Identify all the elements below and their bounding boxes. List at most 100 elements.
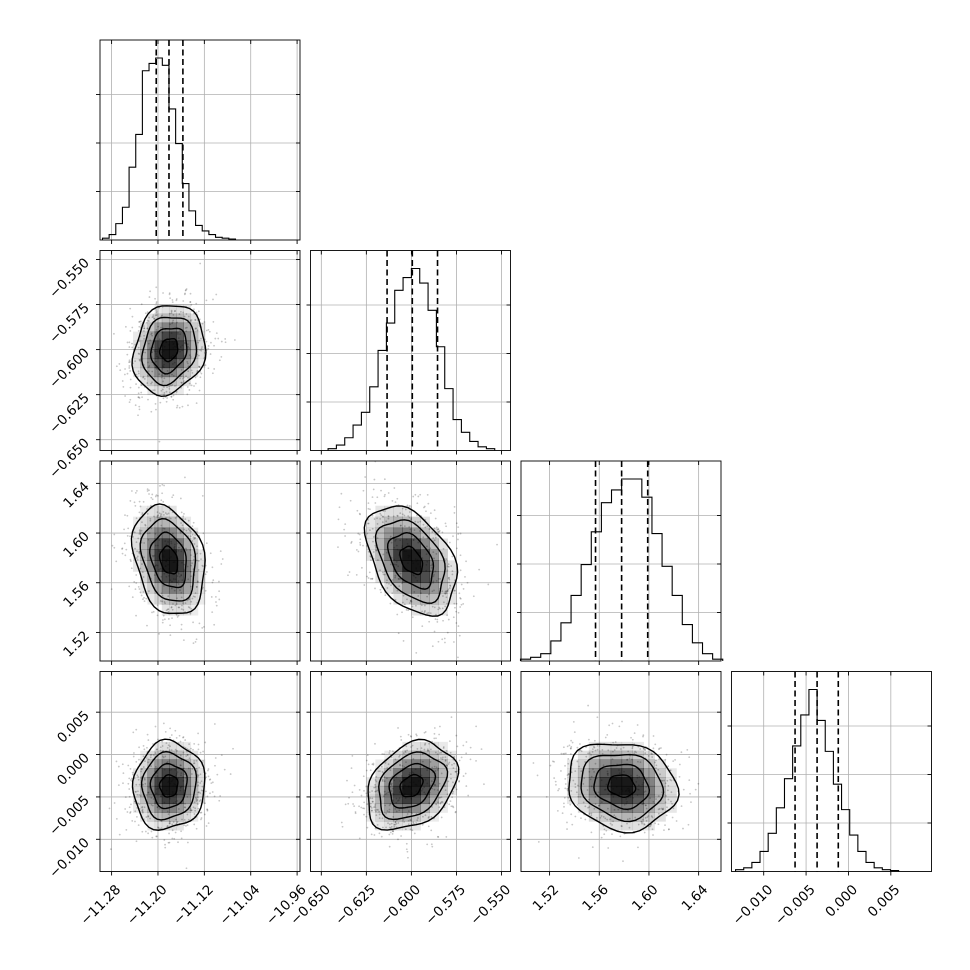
scatter-point: [189, 354, 191, 357]
scatter-point: [412, 495, 415, 498]
scatter-point: [410, 599, 412, 602]
scatter-point: [647, 755, 650, 757]
scatter-point: [413, 832, 416, 835]
scatter-point: [138, 803, 141, 806]
scatter-point: [151, 370, 154, 373]
scatter-point: [137, 414, 139, 417]
scatter-point: [403, 603, 406, 606]
scatter-point: [458, 759, 461, 762]
scatter-point: [154, 314, 157, 317]
density-cell: [161, 821, 170, 831]
density-cell: [147, 505, 156, 518]
scatter-point: [135, 383, 137, 385]
scatter-point: [426, 493, 429, 496]
scatter-point: [390, 756, 393, 759]
scatter-point: [379, 512, 382, 515]
scatter-point: [645, 807, 648, 810]
density-cell: [183, 768, 192, 778]
scatter-point: [429, 512, 432, 515]
scatter-point: [232, 747, 234, 750]
scatter-point: [151, 316, 154, 319]
scatter-point: [588, 798, 590, 801]
scatter-point: [430, 815, 433, 818]
scatter-point: [665, 814, 668, 817]
contour-level-2: [374, 519, 446, 604]
scatter-point: [131, 326, 134, 329]
scatter-point: [171, 532, 174, 535]
density-cell: [168, 750, 177, 760]
scatter-point: [154, 495, 157, 498]
density-cell: [168, 549, 177, 561]
scatter-point: [348, 796, 350, 799]
scatter-point: [446, 764, 448, 767]
scatter-point: [401, 582, 403, 585]
density-cell: [411, 516, 421, 529]
density-cell: [411, 812, 421, 822]
scatter-point: [394, 576, 397, 579]
scatter-point: [208, 778, 211, 781]
scatter-point: [113, 332, 115, 335]
density-cell: [375, 759, 385, 769]
scatter-point: [123, 542, 126, 545]
scatter-point: [384, 510, 387, 512]
scatter-point: [187, 519, 190, 522]
scatter-point: [405, 745, 408, 748]
scatter-point: [371, 790, 373, 792]
density-cell: [154, 582, 163, 594]
scatter-point: [469, 758, 472, 761]
scatter-point: [383, 495, 386, 498]
scatter-point: [140, 768, 143, 771]
scatter-point: [390, 584, 392, 587]
scatter-point: [150, 797, 153, 799]
density-cell: [197, 571, 206, 583]
density-cell: [577, 803, 590, 813]
density-cell: [438, 777, 448, 787]
scatter-point: [207, 822, 210, 825]
scatter-point: [434, 751, 437, 754]
scatter-point: [127, 764, 130, 767]
scatter-point: [382, 571, 384, 574]
density-cell: [402, 538, 412, 550]
scatter-point: [137, 396, 140, 399]
x-tick-label: −11.12: [170, 882, 217, 929]
scatter-point: [374, 779, 377, 781]
scatter-point: [536, 774, 539, 777]
scatter-point: [445, 590, 448, 592]
scatter-point: [379, 517, 382, 520]
density-cell: [438, 768, 448, 778]
scatter-point: [652, 735, 655, 737]
scatter-point: [121, 548, 123, 550]
scatter-point: [355, 549, 358, 551]
scatter-point: [184, 289, 187, 291]
scatter-point: [198, 800, 201, 802]
scatter-point: [347, 802, 350, 805]
scatter-point: [131, 490, 133, 492]
density-cell: [420, 604, 430, 616]
scatter-point: [381, 817, 384, 820]
scatter-point: [344, 523, 347, 525]
scatter-point: [371, 496, 374, 499]
density-cell: [140, 358, 148, 369]
scatter-point: [154, 725, 157, 728]
scatter-point: [423, 611, 426, 613]
scatter-point: [180, 591, 183, 594]
scatter-point: [175, 821, 178, 824]
scatter-point: [187, 528, 190, 530]
scatter-point: [169, 391, 171, 394]
scatter-point: [662, 807, 665, 810]
scatter-frame-3-1: [310, 671, 511, 872]
scatter-point: [123, 373, 126, 376]
scatter-point: [217, 337, 220, 340]
scatter-point: [135, 790, 138, 793]
scatter-point: [198, 365, 201, 368]
density-cell: [161, 560, 170, 572]
scatter-point: [372, 536, 375, 538]
density-cell: [366, 812, 376, 822]
scatter-point: [182, 751, 185, 754]
scatter-panel-3-1: [306, 671, 511, 876]
scatter-point: [156, 604, 159, 607]
scatter-point: [170, 395, 173, 398]
scatter-point: [171, 301, 174, 303]
scatter-point: [162, 584, 165, 587]
scatter-point: [448, 803, 451, 806]
